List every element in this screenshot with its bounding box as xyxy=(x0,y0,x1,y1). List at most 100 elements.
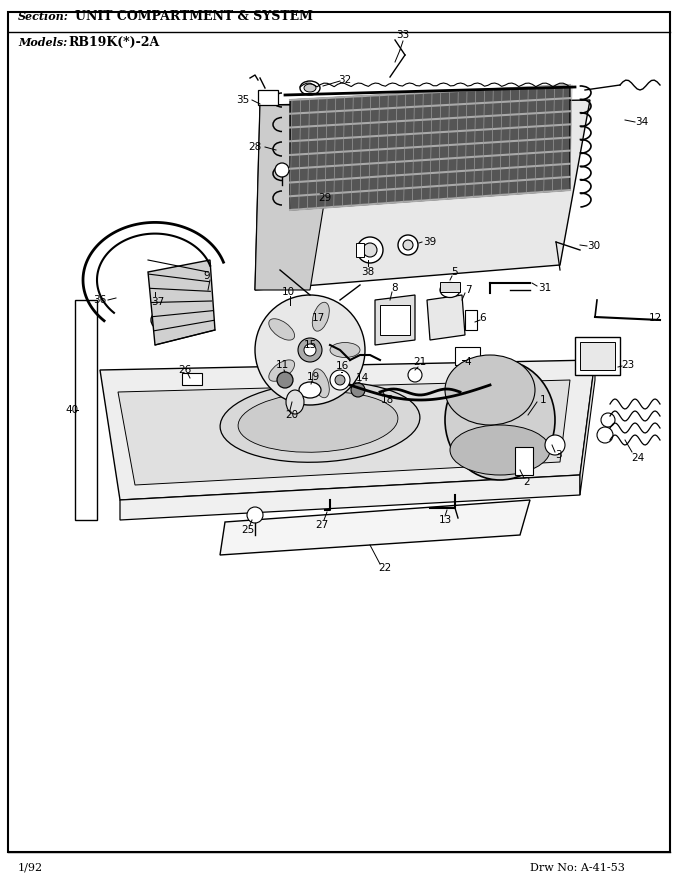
Text: 1: 1 xyxy=(540,395,546,405)
Circle shape xyxy=(255,295,365,405)
Text: 20: 20 xyxy=(286,410,299,420)
Text: Section:: Section: xyxy=(18,12,69,22)
Text: 2: 2 xyxy=(524,477,530,487)
Text: Drw No: A-41-53: Drw No: A-41-53 xyxy=(530,863,625,873)
Bar xyxy=(258,90,278,105)
Circle shape xyxy=(247,507,263,523)
Text: 30: 30 xyxy=(588,241,600,251)
Text: 9: 9 xyxy=(204,271,210,281)
Polygon shape xyxy=(148,260,215,345)
Ellipse shape xyxy=(238,392,398,452)
Bar xyxy=(356,243,364,257)
Polygon shape xyxy=(255,105,340,290)
Ellipse shape xyxy=(330,343,360,358)
Polygon shape xyxy=(580,360,595,495)
Ellipse shape xyxy=(269,319,294,340)
Bar xyxy=(580,342,615,370)
Text: 33: 33 xyxy=(396,30,409,40)
Text: 5: 5 xyxy=(452,267,458,277)
Text: 16: 16 xyxy=(335,361,349,371)
Bar xyxy=(380,305,410,335)
Text: 39: 39 xyxy=(424,237,437,247)
Bar xyxy=(440,282,460,292)
Text: 8: 8 xyxy=(392,283,398,293)
Bar xyxy=(465,310,477,330)
Circle shape xyxy=(601,413,615,427)
Text: 11: 11 xyxy=(275,360,288,370)
Circle shape xyxy=(304,344,316,356)
Polygon shape xyxy=(375,295,415,345)
Text: 35: 35 xyxy=(237,95,250,105)
Text: 34: 34 xyxy=(635,117,649,127)
Text: 25: 25 xyxy=(241,525,254,535)
Polygon shape xyxy=(290,85,570,210)
Text: 21: 21 xyxy=(413,357,426,367)
Ellipse shape xyxy=(312,303,329,331)
Text: 1/92: 1/92 xyxy=(18,863,43,873)
Polygon shape xyxy=(427,295,465,340)
Circle shape xyxy=(298,338,322,362)
Ellipse shape xyxy=(304,84,316,92)
Bar xyxy=(75,300,97,520)
Polygon shape xyxy=(118,380,570,485)
Ellipse shape xyxy=(269,360,294,381)
Text: 12: 12 xyxy=(648,313,662,323)
Polygon shape xyxy=(120,475,580,520)
Text: 28: 28 xyxy=(248,142,262,152)
Text: 3: 3 xyxy=(555,450,561,460)
Ellipse shape xyxy=(440,282,460,297)
Text: 37: 37 xyxy=(152,297,165,307)
Ellipse shape xyxy=(220,382,420,462)
Circle shape xyxy=(275,163,289,177)
Text: 27: 27 xyxy=(316,520,328,530)
Text: 13: 13 xyxy=(439,515,452,525)
Circle shape xyxy=(545,435,565,455)
Text: 17: 17 xyxy=(311,313,324,323)
Bar xyxy=(575,337,620,375)
Text: 18: 18 xyxy=(380,395,394,405)
Text: 40: 40 xyxy=(65,405,79,415)
Polygon shape xyxy=(100,360,595,500)
Ellipse shape xyxy=(300,81,320,95)
Text: 19: 19 xyxy=(307,372,320,382)
Bar xyxy=(455,347,480,365)
Circle shape xyxy=(597,427,613,443)
Circle shape xyxy=(403,240,413,250)
Text: 24: 24 xyxy=(631,453,645,463)
Text: 10: 10 xyxy=(282,287,294,297)
Circle shape xyxy=(357,237,383,263)
Polygon shape xyxy=(220,500,530,555)
Text: 14: 14 xyxy=(356,373,369,383)
Circle shape xyxy=(351,383,365,397)
Ellipse shape xyxy=(445,360,555,480)
Text: 38: 38 xyxy=(361,267,375,277)
Bar xyxy=(515,447,533,475)
Text: 26: 26 xyxy=(178,365,192,375)
Text: 29: 29 xyxy=(318,193,332,203)
Text: Models:: Models: xyxy=(18,36,67,47)
Circle shape xyxy=(363,243,377,257)
Circle shape xyxy=(330,370,350,390)
Text: 22: 22 xyxy=(378,563,392,573)
Text: 31: 31 xyxy=(539,283,551,293)
Text: 32: 32 xyxy=(339,75,352,85)
Circle shape xyxy=(398,235,418,255)
Circle shape xyxy=(335,375,345,385)
Text: UNIT COMPARTMENT & SYSTEM: UNIT COMPARTMENT & SYSTEM xyxy=(75,11,313,23)
Text: 6: 6 xyxy=(479,313,486,323)
Text: 36: 36 xyxy=(93,295,107,305)
Ellipse shape xyxy=(312,368,329,398)
Ellipse shape xyxy=(299,382,321,398)
Circle shape xyxy=(156,316,164,324)
Circle shape xyxy=(408,368,422,382)
Text: 7: 7 xyxy=(464,285,471,295)
Text: 23: 23 xyxy=(622,360,634,370)
Ellipse shape xyxy=(286,390,304,414)
Text: 4: 4 xyxy=(464,357,471,367)
Polygon shape xyxy=(255,100,590,290)
Bar xyxy=(182,373,202,385)
Circle shape xyxy=(277,372,293,388)
Ellipse shape xyxy=(445,355,535,425)
Ellipse shape xyxy=(450,425,550,475)
Text: 15: 15 xyxy=(303,340,317,350)
